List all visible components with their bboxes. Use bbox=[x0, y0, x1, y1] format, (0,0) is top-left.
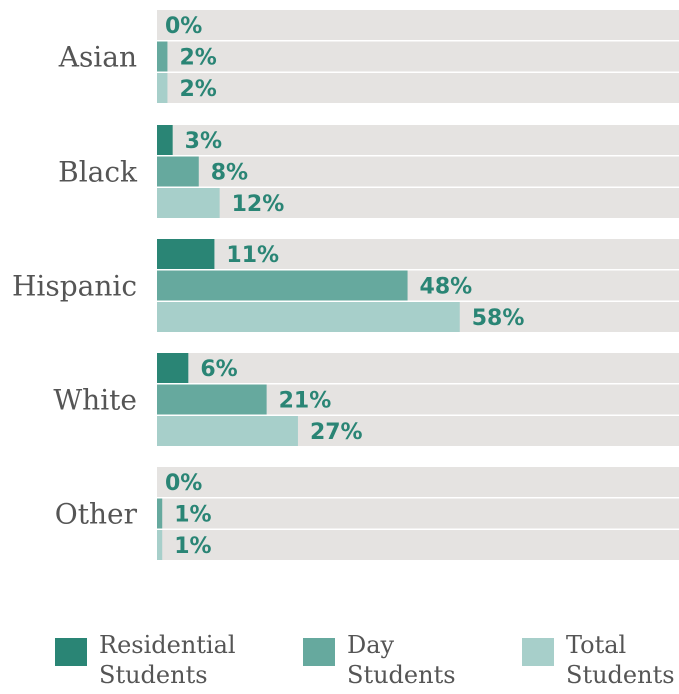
legend-swatch-day bbox=[303, 638, 335, 666]
bar-day-asian bbox=[157, 41, 168, 72]
bar-total-other bbox=[157, 530, 163, 560]
bar-total-asian bbox=[157, 73, 168, 103]
bar-day-black bbox=[157, 156, 199, 187]
value-label-residential-asian: 0% bbox=[165, 14, 202, 39]
value-label-day-black: 8% bbox=[211, 161, 248, 186]
category-label-white: White bbox=[53, 384, 137, 417]
category-label-hispanic: Hispanic bbox=[12, 270, 137, 303]
legend: Residential Students Day Students Total … bbox=[0, 630, 679, 694]
value-label-total-asian: 2% bbox=[179, 77, 216, 102]
bar-track bbox=[157, 239, 679, 269]
bar-total-black bbox=[157, 188, 220, 218]
value-label-day-asian: 2% bbox=[179, 46, 216, 71]
bar-total-white bbox=[157, 416, 298, 446]
category-group-white: White 6% 21% 27% bbox=[53, 353, 679, 446]
legend-item-day: Day Students bbox=[303, 630, 456, 690]
value-label-total-hispanic: 58% bbox=[472, 306, 525, 331]
bar-track bbox=[157, 353, 679, 383]
bar-day-hispanic bbox=[157, 270, 408, 301]
bar-residential-black bbox=[157, 125, 173, 155]
bar-track bbox=[157, 73, 679, 103]
bar-track bbox=[157, 188, 679, 218]
value-label-total-black: 12% bbox=[232, 192, 285, 217]
value-label-day-white: 21% bbox=[279, 389, 332, 414]
bar-total-hispanic bbox=[157, 302, 460, 332]
bar-residential-hispanic bbox=[157, 239, 215, 269]
legend-label-residential: Residential Students bbox=[99, 631, 236, 689]
bar-track bbox=[157, 467, 679, 497]
legend-label-total: Total Students bbox=[566, 631, 675, 689]
category-group-hispanic: Hispanic 11% 48% 58% bbox=[12, 239, 679, 332]
bar-track bbox=[157, 125, 679, 155]
category-label-asian: Asian bbox=[58, 41, 137, 74]
bar-day-white bbox=[157, 384, 267, 415]
category-group-asian: Asian 0% 2% 2% bbox=[58, 10, 679, 103]
value-label-total-other: 1% bbox=[174, 534, 211, 559]
value-label-total-white: 27% bbox=[310, 420, 363, 445]
bar-day-other bbox=[157, 498, 163, 529]
legend-item-residential: Residential Students bbox=[55, 630, 236, 690]
category-group-other: Other 0% 1% 1% bbox=[55, 467, 679, 560]
category-group-black: Black 3% 8% 12% bbox=[58, 125, 679, 218]
value-label-day-hispanic: 48% bbox=[420, 275, 473, 300]
legend-label-day: Day Students bbox=[347, 631, 456, 689]
bar-residential-white bbox=[157, 353, 189, 383]
bar-track bbox=[157, 498, 679, 529]
category-label-other: Other bbox=[55, 498, 138, 531]
bar-track bbox=[157, 41, 679, 72]
category-label-black: Black bbox=[58, 156, 138, 189]
bar-chart: Asian 0% 2% 2% Black 3% 8% 12% Hispanic 11% 48% 58%… bbox=[12, 10, 679, 560]
value-label-residential-white: 6% bbox=[200, 357, 237, 382]
value-label-residential-other: 0% bbox=[165, 471, 202, 496]
legend-swatch-total bbox=[522, 638, 554, 666]
legend-swatch-residential bbox=[55, 638, 87, 666]
bar-track bbox=[157, 530, 679, 560]
bar-track bbox=[157, 156, 679, 187]
value-label-residential-hispanic: 11% bbox=[226, 243, 279, 268]
value-label-day-other: 1% bbox=[174, 503, 211, 528]
legend-item-total: Total Students bbox=[522, 630, 675, 690]
value-label-residential-black: 3% bbox=[185, 129, 222, 154]
bar-track bbox=[157, 10, 679, 40]
